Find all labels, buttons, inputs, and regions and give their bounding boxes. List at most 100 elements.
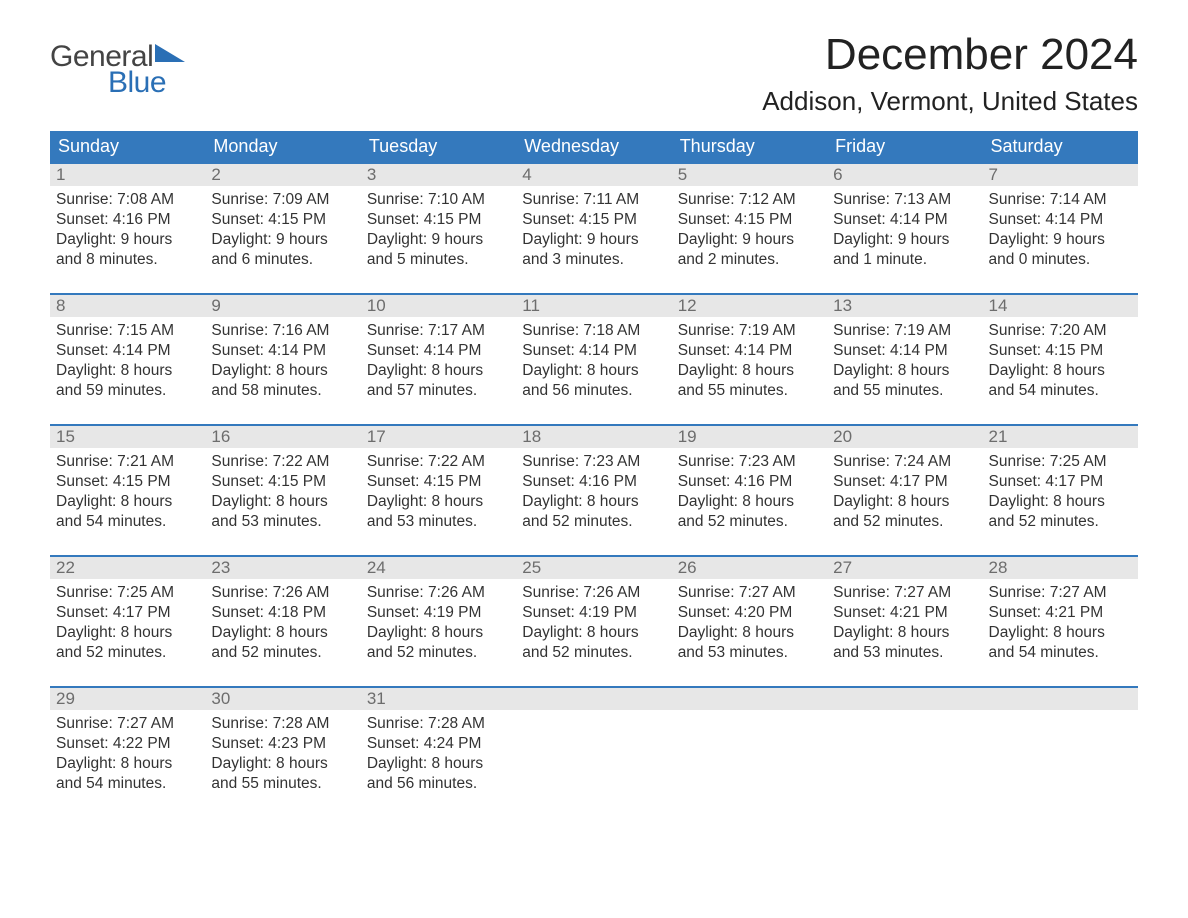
daylight-line2: and 52 minutes. [833,512,976,532]
sunset-text: Sunset: 4:14 PM [833,341,976,361]
day-cell [672,688,827,803]
day-cell: 14Sunrise: 7:20 AMSunset: 4:15 PMDayligh… [983,295,1138,410]
sunset-text: Sunset: 4:17 PM [56,603,199,623]
day-body: Sunrise: 7:13 AMSunset: 4:14 PMDaylight:… [827,186,982,275]
sunset-text: Sunset: 4:14 PM [833,210,976,230]
daylight-line2: and 52 minutes. [522,643,665,663]
daylight-line2: and 57 minutes. [367,381,510,401]
sunrise-text: Sunrise: 7:19 AM [833,321,976,341]
day-body: Sunrise: 7:17 AMSunset: 4:14 PMDaylight:… [361,317,516,406]
sunset-text: Sunset: 4:14 PM [678,341,821,361]
daylight-line2: and 53 minutes. [678,643,821,663]
day-body: Sunrise: 7:24 AMSunset: 4:17 PMDaylight:… [827,448,982,537]
day-cell: 8Sunrise: 7:15 AMSunset: 4:14 PMDaylight… [50,295,205,410]
sunset-text: Sunset: 4:14 PM [367,341,510,361]
daylight-line1: Daylight: 8 hours [522,623,665,643]
sunset-text: Sunset: 4:19 PM [367,603,510,623]
daylight-line1: Daylight: 8 hours [989,361,1132,381]
day-cell: 26Sunrise: 7:27 AMSunset: 4:20 PMDayligh… [672,557,827,672]
daylight-line1: Daylight: 8 hours [56,754,199,774]
day-number [983,688,1138,710]
daylight-line2: and 6 minutes. [211,250,354,270]
day-body: Sunrise: 7:26 AMSunset: 4:19 PMDaylight:… [516,579,671,668]
sunrise-text: Sunrise: 7:26 AM [522,583,665,603]
dow-sunday: Sunday [50,131,205,162]
day-number: 31 [361,688,516,710]
dow-friday: Friday [827,131,982,162]
day-number: 28 [983,557,1138,579]
day-cell: 22Sunrise: 7:25 AMSunset: 4:17 PMDayligh… [50,557,205,672]
logo-word-blue: Blue [108,66,185,100]
day-body: Sunrise: 7:19 AMSunset: 4:14 PMDaylight:… [672,317,827,406]
day-number: 25 [516,557,671,579]
day-number [516,688,671,710]
day-cell: 5Sunrise: 7:12 AMSunset: 4:15 PMDaylight… [672,164,827,279]
sunset-text: Sunset: 4:15 PM [367,210,510,230]
daylight-line1: Daylight: 9 hours [56,230,199,250]
day-body: Sunrise: 7:08 AMSunset: 4:16 PMDaylight:… [50,186,205,275]
day-cell: 28Sunrise: 7:27 AMSunset: 4:21 PMDayligh… [983,557,1138,672]
sunrise-text: Sunrise: 7:14 AM [989,190,1132,210]
day-number: 2 [205,164,360,186]
daylight-line1: Daylight: 9 hours [211,230,354,250]
sunrise-text: Sunrise: 7:09 AM [211,190,354,210]
day-number: 10 [361,295,516,317]
week-row: 29Sunrise: 7:27 AMSunset: 4:22 PMDayligh… [50,686,1138,803]
day-cell: 12Sunrise: 7:19 AMSunset: 4:14 PMDayligh… [672,295,827,410]
sunrise-text: Sunrise: 7:19 AM [678,321,821,341]
sunset-text: Sunset: 4:14 PM [522,341,665,361]
dow-saturday: Saturday [983,131,1138,162]
day-number [672,688,827,710]
daylight-line1: Daylight: 8 hours [678,361,821,381]
day-cell: 29Sunrise: 7:27 AMSunset: 4:22 PMDayligh… [50,688,205,803]
daylight-line2: and 55 minutes. [211,774,354,794]
day-body: Sunrise: 7:26 AMSunset: 4:18 PMDaylight:… [205,579,360,668]
sunrise-text: Sunrise: 7:11 AM [522,190,665,210]
daylight-line1: Daylight: 9 hours [522,230,665,250]
sunrise-text: Sunrise: 7:13 AM [833,190,976,210]
daylight-line2: and 52 minutes. [989,512,1132,532]
daylight-line2: and 2 minutes. [678,250,821,270]
daylight-line1: Daylight: 8 hours [833,492,976,512]
sunrise-text: Sunrise: 7:25 AM [989,452,1132,472]
day-body: Sunrise: 7:27 AMSunset: 4:20 PMDaylight:… [672,579,827,668]
weeks-container: 1Sunrise: 7:08 AMSunset: 4:16 PMDaylight… [50,162,1138,803]
day-cell: 15Sunrise: 7:21 AMSunset: 4:15 PMDayligh… [50,426,205,541]
daylight-line2: and 8 minutes. [56,250,199,270]
daylight-line2: and 56 minutes. [367,774,510,794]
sunrise-text: Sunrise: 7:26 AM [211,583,354,603]
day-number: 4 [516,164,671,186]
day-cell: 11Sunrise: 7:18 AMSunset: 4:14 PMDayligh… [516,295,671,410]
day-body: Sunrise: 7:28 AMSunset: 4:23 PMDaylight:… [205,710,360,799]
daylight-line1: Daylight: 8 hours [678,623,821,643]
day-number: 13 [827,295,982,317]
sunset-text: Sunset: 4:14 PM [211,341,354,361]
daylight-line2: and 55 minutes. [833,381,976,401]
sunset-text: Sunset: 4:20 PM [678,603,821,623]
daylight-line1: Daylight: 8 hours [522,492,665,512]
sunset-text: Sunset: 4:14 PM [989,210,1132,230]
day-body: Sunrise: 7:22 AMSunset: 4:15 PMDaylight:… [361,448,516,537]
day-number: 3 [361,164,516,186]
day-number: 29 [50,688,205,710]
daylight-line2: and 3 minutes. [522,250,665,270]
day-cell: 6Sunrise: 7:13 AMSunset: 4:14 PMDaylight… [827,164,982,279]
sunset-text: Sunset: 4:21 PM [833,603,976,623]
sunset-text: Sunset: 4:17 PM [989,472,1132,492]
day-body: Sunrise: 7:27 AMSunset: 4:21 PMDaylight:… [827,579,982,668]
dow-monday: Monday [205,131,360,162]
day-cell: 1Sunrise: 7:08 AMSunset: 4:16 PMDaylight… [50,164,205,279]
day-cell: 31Sunrise: 7:28 AMSunset: 4:24 PMDayligh… [361,688,516,803]
sunset-text: Sunset: 4:15 PM [211,472,354,492]
sunset-text: Sunset: 4:15 PM [678,210,821,230]
location-subtitle: Addison, Vermont, United States [762,86,1138,117]
daylight-line1: Daylight: 8 hours [367,623,510,643]
day-cell: 3Sunrise: 7:10 AMSunset: 4:15 PMDaylight… [361,164,516,279]
sunrise-text: Sunrise: 7:10 AM [367,190,510,210]
day-body: Sunrise: 7:23 AMSunset: 4:16 PMDaylight:… [672,448,827,537]
sunrise-text: Sunrise: 7:21 AM [56,452,199,472]
day-body: Sunrise: 7:16 AMSunset: 4:14 PMDaylight:… [205,317,360,406]
day-number: 9 [205,295,360,317]
day-number: 7 [983,164,1138,186]
sunrise-text: Sunrise: 7:22 AM [367,452,510,472]
